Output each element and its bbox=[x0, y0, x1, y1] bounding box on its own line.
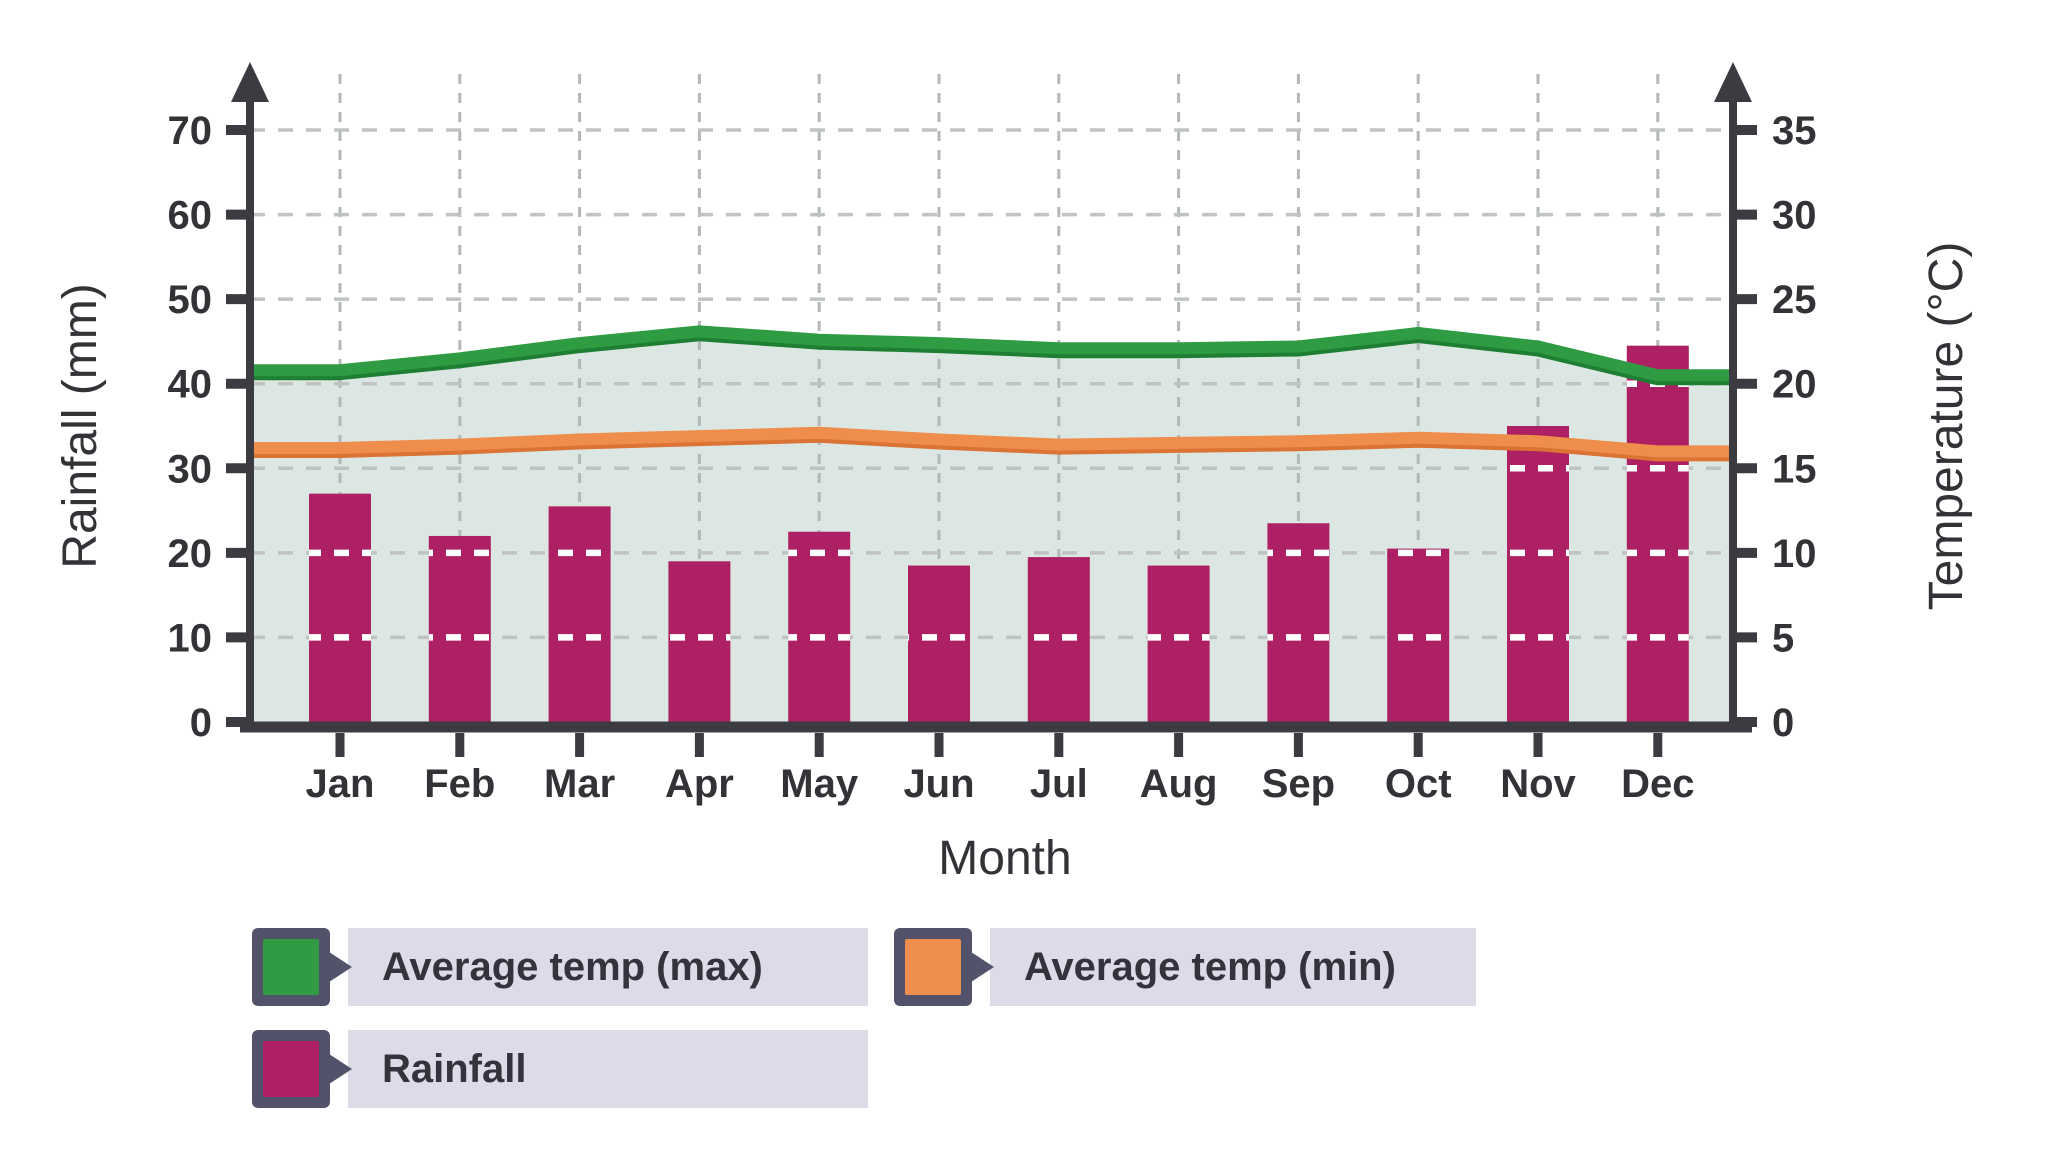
bar-May bbox=[788, 531, 851, 722]
bar-Dec bbox=[1626, 345, 1689, 722]
left-tick-label-0: 0 bbox=[190, 701, 212, 745]
x-tick-label-Jun: Jun bbox=[903, 762, 974, 806]
avg-temp-max-line bbox=[250, 325, 1733, 382]
legend-row-2: Rainfall bbox=[252, 1030, 1476, 1108]
bar-Mar bbox=[548, 506, 611, 722]
left-axis-arrow-icon bbox=[231, 62, 269, 102]
horizontal-gridlines bbox=[250, 128, 1733, 640]
right-tick-label-5: 5 bbox=[1772, 616, 1794, 660]
x-tick-label-Feb: Feb bbox=[424, 762, 495, 806]
left-axis-ticks: 0 10 20 30 40 50 60 70 bbox=[168, 109, 250, 745]
left-axis-title: Rainfall (mm) bbox=[54, 283, 107, 568]
x-tick-label-Sep: Sep bbox=[1262, 762, 1335, 806]
left-tick-label-60: 60 bbox=[168, 194, 213, 238]
rainfall-bars bbox=[309, 345, 1689, 722]
right-tick-label-35: 35 bbox=[1772, 109, 1817, 153]
axes bbox=[231, 62, 1752, 733]
chart-legend: Average temp (max) Average temp (min) Ra… bbox=[252, 928, 1476, 1108]
x-tick-label-Oct: Oct bbox=[1385, 762, 1452, 806]
x-tick-label-Jan: Jan bbox=[306, 762, 375, 806]
legend-arrow-icon bbox=[326, 950, 352, 984]
right-tick-label-15: 15 bbox=[1772, 447, 1817, 491]
bar-Feb bbox=[428, 535, 491, 722]
bar-Sep bbox=[1267, 523, 1330, 722]
avg-temp-min-swatch-color bbox=[905, 939, 961, 995]
bar-Jan bbox=[309, 493, 371, 722]
left-tick-label-70: 70 bbox=[168, 109, 213, 153]
legend-arrow-icon bbox=[326, 1052, 352, 1086]
avg-temp-max-swatch bbox=[252, 928, 352, 1006]
avg-temp-max-swatch-color bbox=[263, 939, 319, 995]
left-tick-label-40: 40 bbox=[168, 363, 213, 407]
x-tick-label-May: May bbox=[780, 762, 859, 806]
x-tick-label-Jul: Jul bbox=[1030, 762, 1088, 806]
avg-temp-min-swatch bbox=[894, 928, 994, 1006]
month-labels: Jan Feb Mar Apr May Jun Jul Aug Sep Oct Nov Dec bbox=[306, 733, 1694, 806]
bar-Aug bbox=[1147, 565, 1210, 722]
legend-arrow-icon bbox=[968, 950, 994, 984]
x-tick-label-Apr: Apr bbox=[665, 762, 734, 806]
left-tick-label-50: 50 bbox=[168, 278, 213, 322]
legend-item-avg-temp-min: Average temp (min) bbox=[894, 928, 1476, 1006]
right-axis-arrow-icon bbox=[1714, 62, 1752, 102]
avg-temp-max-label: Average temp (max) bbox=[348, 928, 868, 1006]
x-tick-label-Mar: Mar bbox=[544, 762, 615, 806]
right-tick-label-30: 30 bbox=[1772, 194, 1817, 238]
bar-Nov bbox=[1507, 426, 1569, 722]
legend-row-1: Average temp (max) Average temp (min) bbox=[252, 928, 1476, 1006]
rainfall-label: Rainfall bbox=[348, 1030, 868, 1108]
rainfall-swatch bbox=[252, 1030, 352, 1108]
right-tick-label-20: 20 bbox=[1772, 363, 1817, 407]
right-axis-title: Temperature (°C) bbox=[1920, 242, 1973, 611]
x-axis-title: Month bbox=[938, 832, 1071, 885]
legend-item-avg-temp-max: Average temp (max) bbox=[252, 928, 868, 1006]
right-tick-label-25: 25 bbox=[1772, 278, 1817, 322]
x-tick-label-Nov: Nov bbox=[1500, 762, 1576, 806]
right-tick-label-0: 0 bbox=[1772, 701, 1794, 745]
right-axis-ticks: 0 5 10 15 20 25 30 35 bbox=[1733, 109, 1817, 745]
left-tick-label-30: 30 bbox=[168, 447, 213, 491]
legend-item-rainfall: Rainfall bbox=[252, 1030, 868, 1108]
rainfall-swatch-color bbox=[263, 1041, 319, 1097]
avg-temp-min-label: Average temp (min) bbox=[990, 928, 1476, 1006]
plot-area-fill bbox=[250, 331, 1733, 722]
x-tick-label-Aug: Aug bbox=[1140, 762, 1218, 806]
right-tick-label-10: 10 bbox=[1772, 532, 1817, 576]
bar-Jun bbox=[908, 565, 970, 722]
x-tick-label-Dec: Dec bbox=[1621, 762, 1694, 806]
bar-Apr bbox=[668, 561, 731, 722]
left-tick-label-10: 10 bbox=[168, 616, 213, 660]
avg-temp-min-line bbox=[250, 426, 1733, 458]
left-tick-label-20: 20 bbox=[168, 532, 213, 576]
